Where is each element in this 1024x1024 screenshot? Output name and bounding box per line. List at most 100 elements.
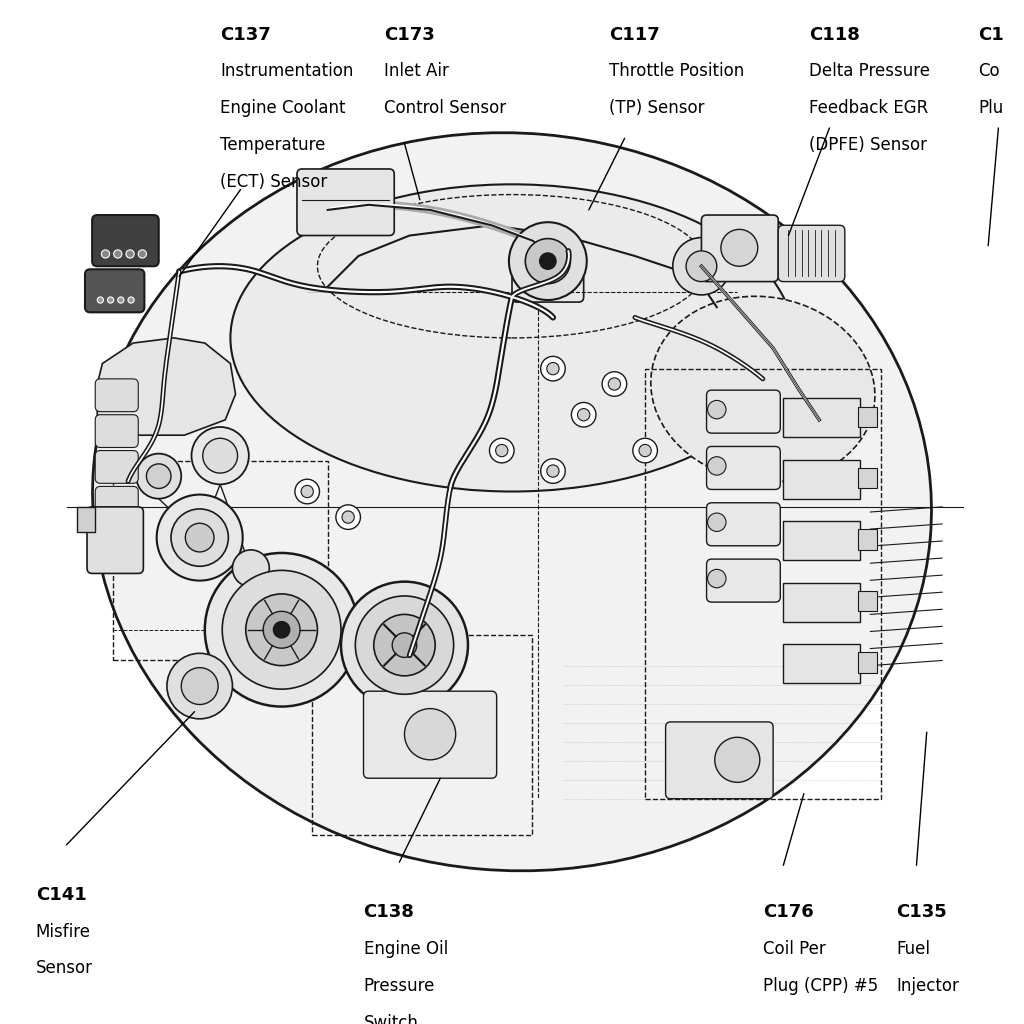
FancyBboxPatch shape [707,446,780,489]
Circle shape [101,250,110,258]
FancyBboxPatch shape [512,246,584,302]
FancyBboxPatch shape [95,415,138,447]
Circle shape [136,454,181,499]
FancyBboxPatch shape [707,559,780,602]
FancyBboxPatch shape [95,451,138,483]
Text: Temperature: Temperature [220,136,326,155]
Circle shape [126,250,134,258]
Ellipse shape [230,184,794,492]
Circle shape [374,614,435,676]
Circle shape [185,523,214,552]
Circle shape [496,444,508,457]
Circle shape [146,464,171,488]
Circle shape [167,653,232,719]
Circle shape [203,438,238,473]
FancyBboxPatch shape [297,169,394,236]
FancyBboxPatch shape [92,215,159,266]
Circle shape [715,737,760,782]
Bar [858,591,877,611]
Bar [783,460,860,499]
Circle shape [404,709,456,760]
Text: Engine Coolant: Engine Coolant [220,99,346,118]
Text: Plu: Plu [978,99,1004,118]
Circle shape [686,251,717,282]
Circle shape [673,238,730,295]
Circle shape [246,594,317,666]
Text: C176: C176 [763,903,814,922]
Circle shape [342,511,354,523]
Bar [783,521,860,560]
Text: Inlet Air: Inlet Air [384,62,449,81]
Circle shape [273,622,290,638]
Text: (ECT) Sensor: (ECT) Sensor [220,173,328,191]
Text: Fuel: Fuel [896,940,930,958]
Text: Coil Per: Coil Per [763,940,825,958]
FancyBboxPatch shape [707,390,780,433]
Circle shape [708,513,726,531]
FancyBboxPatch shape [95,379,138,412]
Polygon shape [97,338,236,435]
Text: C138: C138 [364,903,415,922]
Circle shape [263,611,300,648]
Text: Misfire: Misfire [36,923,91,941]
Circle shape [157,495,243,581]
Circle shape [547,465,559,477]
Circle shape [301,485,313,498]
Circle shape [128,297,134,303]
Circle shape [171,509,228,566]
Text: (DPFE) Sensor: (DPFE) Sensor [809,136,927,155]
Circle shape [541,459,565,483]
Circle shape [295,479,319,504]
Circle shape [708,457,726,475]
Text: Switch: Switch [364,1014,419,1024]
Circle shape [222,570,341,689]
FancyBboxPatch shape [707,503,780,546]
Text: (TP) Sensor: (TP) Sensor [609,99,705,118]
Circle shape [602,372,627,396]
Ellipse shape [651,296,874,482]
Text: C118: C118 [809,26,860,44]
FancyBboxPatch shape [701,215,778,282]
Circle shape [108,297,114,303]
Bar [858,407,877,427]
Text: C141: C141 [36,886,87,904]
Text: Engine Oil: Engine Oil [364,940,447,958]
Bar [113,461,328,660]
Circle shape [355,596,454,694]
Circle shape [181,668,218,705]
Bar [645,369,881,799]
Circle shape [541,356,565,381]
Text: Instrumentation: Instrumentation [220,62,353,81]
Circle shape [392,633,417,657]
Text: C173: C173 [384,26,435,44]
Text: Pressure: Pressure [364,977,435,995]
Text: C135: C135 [896,903,947,922]
Bar [858,652,877,673]
Circle shape [336,505,360,529]
Bar [312,635,532,835]
Circle shape [205,553,358,707]
Text: C117: C117 [609,26,660,44]
Text: Delta Pressure: Delta Pressure [809,62,930,81]
Circle shape [489,438,514,463]
Ellipse shape [92,133,932,870]
Text: C1: C1 [978,26,1004,44]
Text: Control Sensor: Control Sensor [384,99,506,118]
Circle shape [525,239,570,284]
FancyBboxPatch shape [85,269,144,312]
Text: Injector: Injector [896,977,958,995]
Circle shape [341,582,468,709]
FancyBboxPatch shape [666,722,773,799]
FancyBboxPatch shape [364,691,497,778]
FancyBboxPatch shape [87,507,143,573]
Circle shape [721,229,758,266]
Text: C137: C137 [220,26,271,44]
Circle shape [708,400,726,419]
Circle shape [708,569,726,588]
Circle shape [138,250,146,258]
Bar [77,507,95,532]
Text: Plug (CPP) #5: Plug (CPP) #5 [763,977,879,995]
Text: Co: Co [978,62,999,81]
Circle shape [97,297,103,303]
Circle shape [540,253,556,269]
